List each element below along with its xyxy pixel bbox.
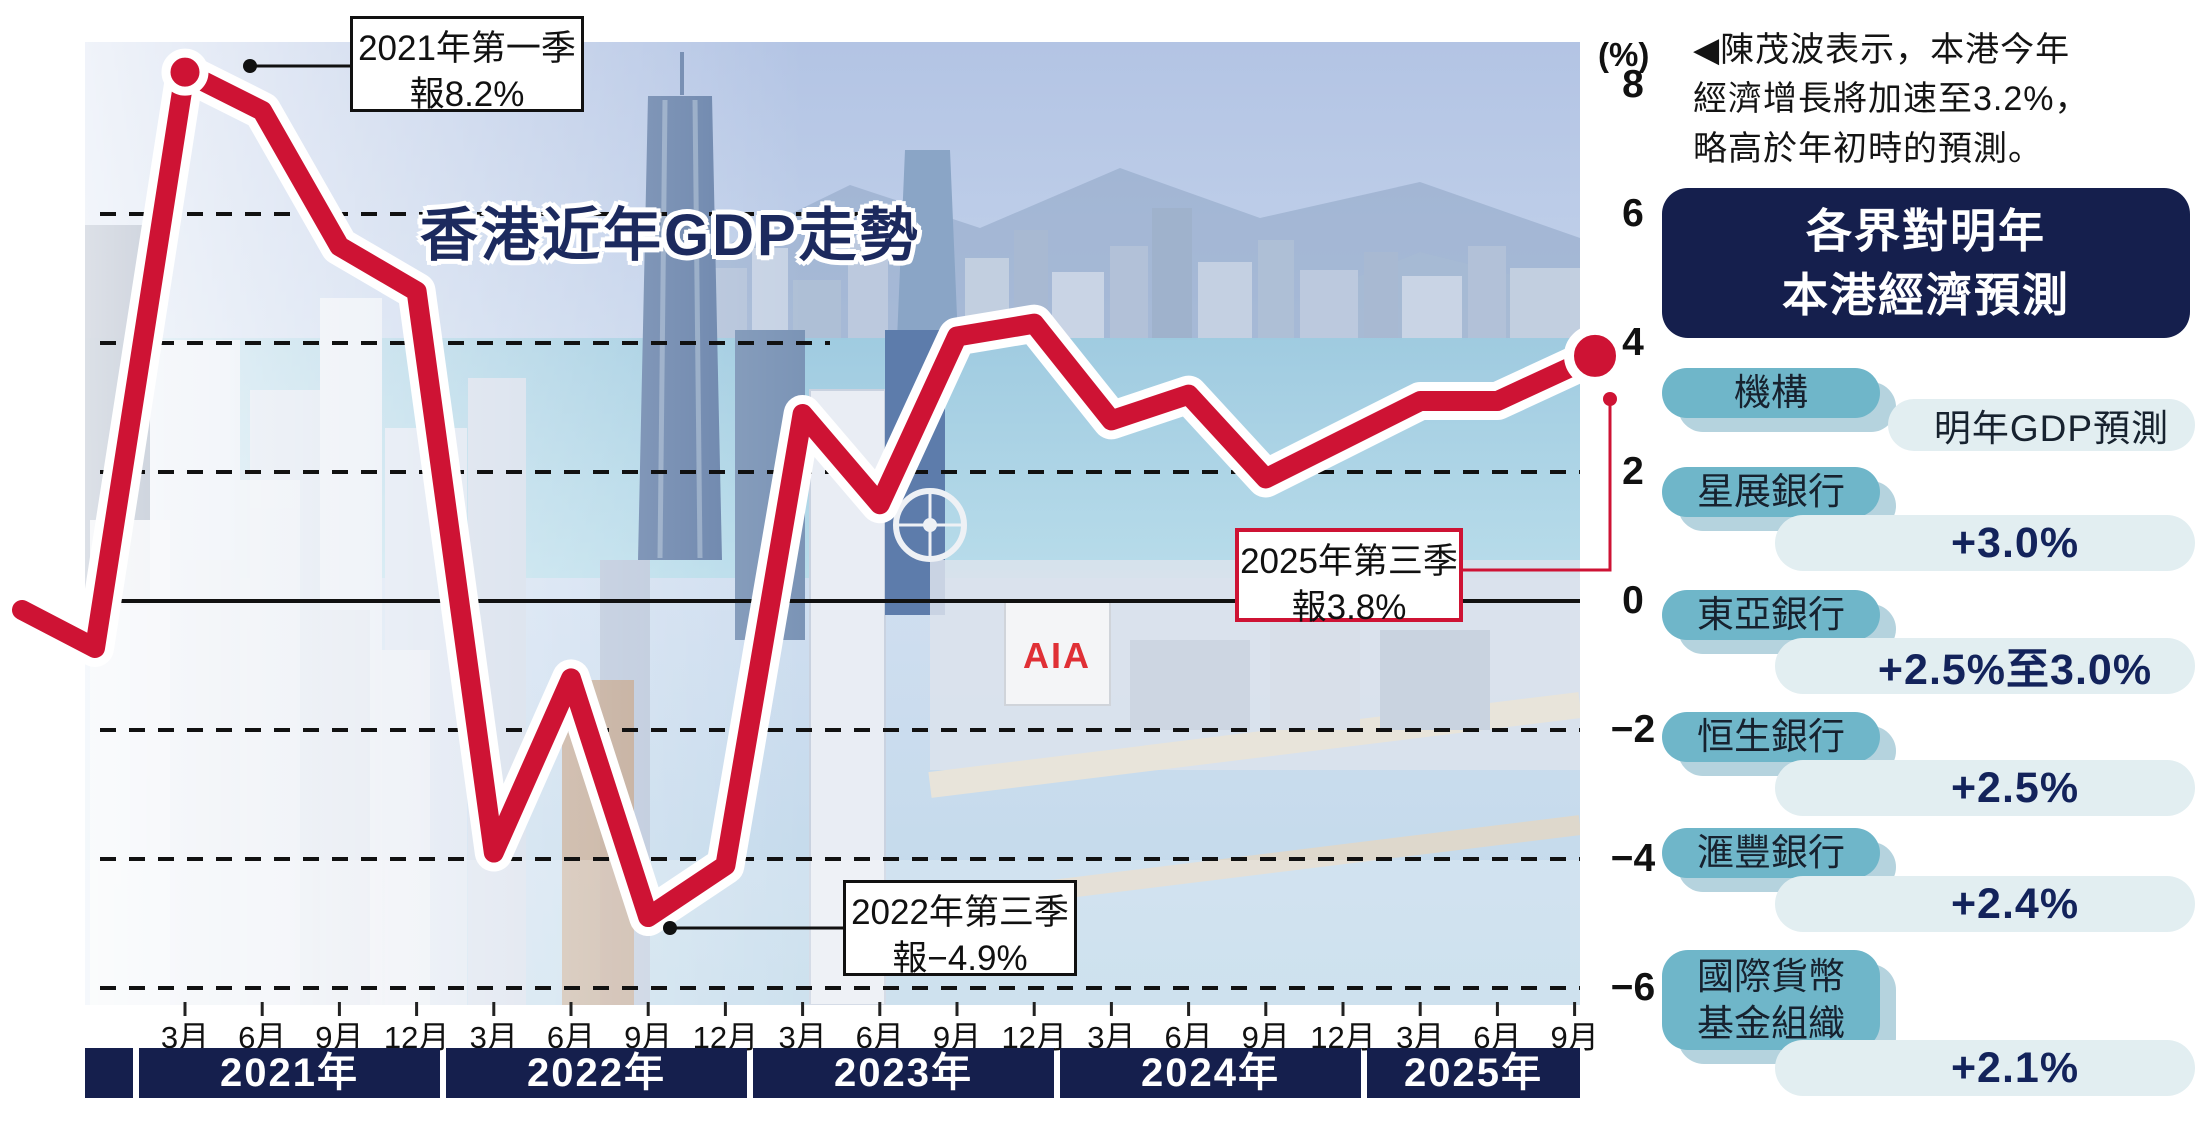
org-pill: 東亞銀行 xyxy=(1662,590,1880,640)
y-axis-unit-label: (%) xyxy=(1598,36,1650,73)
org-name-line: 國際貨幣 xyxy=(1697,955,1845,997)
y-tick-label: 0 xyxy=(1622,579,1644,622)
gdp-forecast-value: +3.0% xyxy=(1775,515,2195,571)
central-waterfront: AIA xyxy=(893,488,1580,915)
value-column-header: 明年GDP預測 xyxy=(1888,399,2195,451)
callout-dot-2021q1 xyxy=(243,59,257,73)
gdp-forecast-value: +2.4% xyxy=(1775,876,2195,932)
end-marker-2025q3 xyxy=(1564,324,1626,387)
callout-2025q3: 2025年第三季 報3.8% xyxy=(1235,528,1463,627)
gdp-forecast-value: +2.5%至3.0% xyxy=(1775,638,2195,694)
callout-dot-2025q3 xyxy=(1603,392,1617,406)
y-tick-label: −4 xyxy=(1610,837,1656,880)
y-tick-label: 6 xyxy=(1622,192,1644,235)
org-pill: 恒生銀行 xyxy=(1662,712,1880,762)
org-header-label: 機構 xyxy=(1734,372,1808,414)
org-pill: 滙豐銀行 xyxy=(1662,828,1880,878)
year-bar: 2024年 xyxy=(1060,1048,1361,1098)
y-tick-label: −6 xyxy=(1610,966,1656,1009)
forecast-table-title: 各界對明年 本港經濟預測 xyxy=(1662,188,2190,338)
year-bar: 2025年 xyxy=(1367,1048,1580,1098)
gdp-forecast-value: +2.5% xyxy=(1775,760,2195,816)
forecast-title-line: 本港經濟預測 xyxy=(1782,269,2070,321)
callout-line: 報−4.9% xyxy=(892,939,1028,979)
org-name-line: 星展銀行 xyxy=(1697,471,1845,513)
org-name-line: 東亞銀行 xyxy=(1697,594,1845,636)
org-name-line: 基金組織 xyxy=(1697,1003,1845,1044)
y-tick-label: 2 xyxy=(1622,450,1644,493)
callout-line: 2021年第一季 xyxy=(358,29,576,68)
finance-secretary-note: ◀陳茂波表示，本港今年 經濟增長將加速至3.2%， 略高於年初時的預測。 xyxy=(1693,26,2193,174)
callout-2021q1: 2021年第一季 報8.2% xyxy=(350,16,584,114)
org-pill: 星展銀行 xyxy=(1662,467,1880,517)
forecast-title-line: 各界對明年 xyxy=(1806,204,2046,257)
org-name-line: 滙豐銀行 xyxy=(1697,832,1845,874)
year-bar: 2022年 xyxy=(446,1048,747,1098)
y-tick-label: 4 xyxy=(1622,321,1644,364)
callout-line: 報3.8% xyxy=(1291,588,1407,628)
callout-line: 2025年第三季 xyxy=(1240,542,1458,581)
org-column-header: 機構 xyxy=(1662,368,1880,418)
y-tick-label: 8 xyxy=(1622,63,1644,106)
note-line: 略高於年初時的預測。 xyxy=(1693,129,2043,168)
gdp-forecast-value: +2.1% xyxy=(1775,1040,2195,1096)
value-header-label: 明年GDP預測 xyxy=(1933,408,2170,449)
org-name-line: 恒生銀行 xyxy=(1697,716,1845,758)
callout-dot-2022q3 xyxy=(663,921,677,935)
gdp-line-series xyxy=(3,48,1626,937)
callout-line: 報8.2% xyxy=(409,75,525,115)
year-bar: 2023年 xyxy=(753,1048,1054,1098)
gdp-growth-line xyxy=(12,62,1605,928)
y-tick-label: −2 xyxy=(1610,708,1656,751)
peak-marker-2021q1 xyxy=(161,48,209,96)
aia-building xyxy=(1004,599,1111,706)
callout-line: 2022年第三季 xyxy=(851,893,1069,932)
note-line: ◀陳茂波表示，本港今年 xyxy=(1693,31,2071,69)
year-bar: 2021年 xyxy=(139,1048,440,1098)
axis-ticks xyxy=(183,1002,1577,1016)
chart-title: 香港近年GDP走勢 xyxy=(420,203,921,268)
year-bar-stub xyxy=(85,1048,133,1098)
callout-2022q3: 2022年第三季 報−4.9% xyxy=(843,880,1077,978)
note-line: 經濟增長將加速至3.2%， xyxy=(1693,80,2090,119)
aia-logo: AIA xyxy=(1023,635,1091,676)
org-pill: 國際貨幣 基金組織 xyxy=(1662,950,1880,1050)
